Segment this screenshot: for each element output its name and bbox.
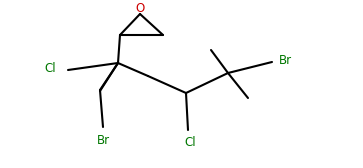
Text: Br: Br — [278, 53, 291, 67]
Text: Br: Br — [97, 134, 110, 146]
Text: O: O — [135, 2, 144, 14]
Text: Cl: Cl — [44, 61, 56, 74]
Text: Cl: Cl — [184, 136, 196, 150]
